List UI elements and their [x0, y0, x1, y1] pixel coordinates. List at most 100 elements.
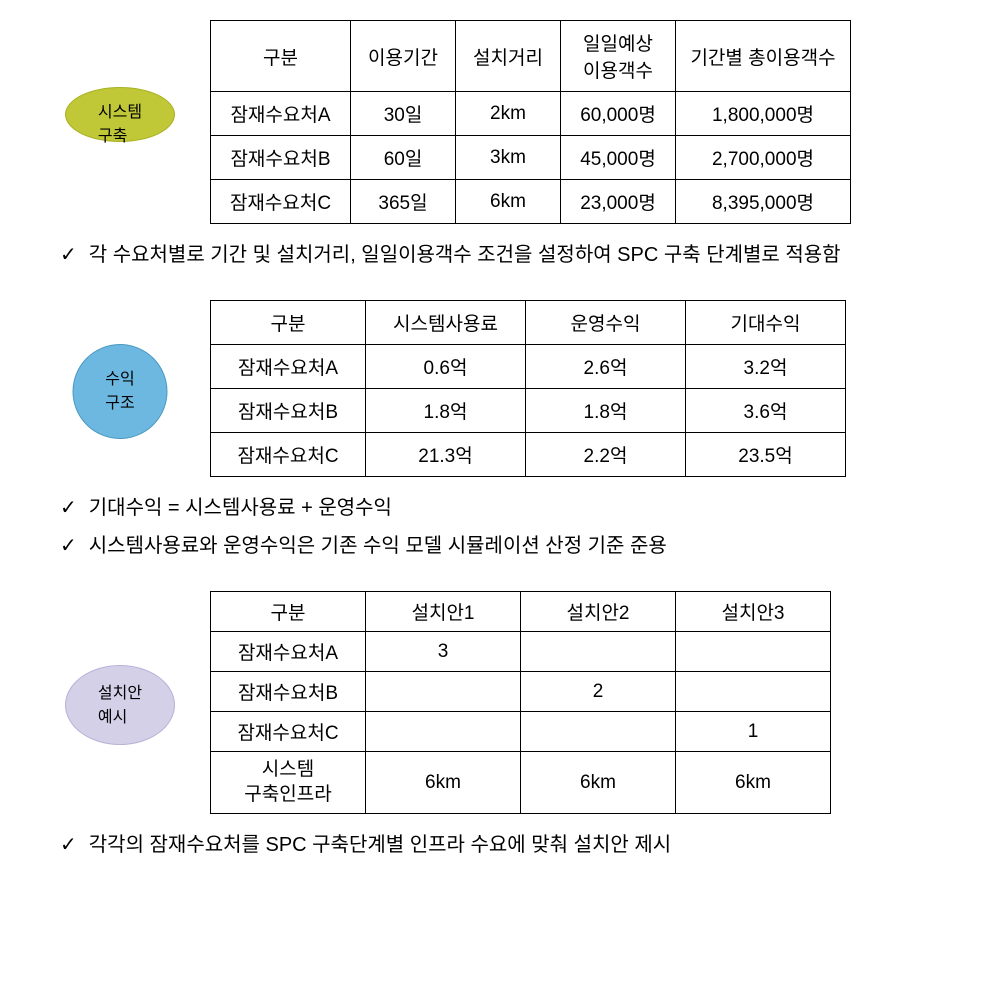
td: 3km — [456, 136, 561, 180]
td: 60일 — [351, 136, 456, 180]
note-line: ✓ 각각의 잠재수요처를 SPC 구축단계별 인프라 수요에 맞춰 설치안 제시 — [60, 828, 963, 862]
td: 잠재수요처B — [211, 672, 366, 712]
td: 2.2억 — [526, 433, 686, 477]
table-header-row: 구분 시스템사용료 운영수익 기대수익 — [211, 301, 846, 345]
note-text: 시스템사용료와 운영수익은 기존 수익 모델 시뮬레이션 산정 기준 준용 — [89, 529, 963, 563]
td: 365일 — [351, 180, 456, 224]
note-text: 각각의 잠재수요처를 SPC 구축단계별 인프라 수요에 맞춰 설치안 제시 — [89, 828, 963, 862]
td: 21.3억 — [366, 433, 526, 477]
table-wrap-3: 구분 설치안1 설치안2 설치안3 잠재수요처A 3 잠재수요처B 2 — [210, 591, 963, 814]
td — [676, 672, 831, 712]
badge-text: 시스템 구축 — [86, 92, 154, 152]
td: 60,000명 — [561, 92, 676, 136]
badge-text: 설치안 예시 — [86, 673, 154, 733]
td: 30일 — [351, 92, 456, 136]
th: 설치안2 — [521, 592, 676, 632]
th: 구분 — [211, 21, 351, 92]
th: 설치거리 — [456, 21, 561, 92]
td: 잠재수요처B — [211, 136, 351, 180]
td — [521, 632, 676, 672]
td: 2km — [456, 92, 561, 136]
badge-line1: 설치안 — [98, 679, 142, 703]
td — [676, 632, 831, 672]
table-install: 구분 설치안1 설치안2 설치안3 잠재수요처A 3 잠재수요처B 2 — [210, 591, 831, 814]
td — [366, 712, 521, 752]
td: 1 — [676, 712, 831, 752]
table-system: 구분 이용기간 설치거리 일일예상이용객수 기간별 총이용객수 잠재수요처A 3… — [210, 20, 851, 224]
td: 23.5억 — [686, 433, 846, 477]
section-install: 설치안 예시 구분 설치안1 설치안2 설치안3 잠재수요처A 3 — [30, 591, 963, 814]
th: 구분 — [211, 301, 366, 345]
td: 시스템구축인프라 — [211, 752, 366, 814]
table-row: 잠재수요처C 365일 6km 23,000명 8,395,000명 — [211, 180, 851, 224]
note-text: 기대수익 = 시스템사용료 + 운영수익 — [89, 491, 963, 525]
table-row: 잠재수요처B 1.8억 1.8억 3.6억 — [211, 389, 846, 433]
table-row: 잠재수요처A 30일 2km 60,000명 1,800,000명 — [211, 92, 851, 136]
badge-line1: 수익 — [105, 365, 134, 389]
th: 이용기간 — [351, 21, 456, 92]
td: 잠재수요처A — [211, 92, 351, 136]
td: 3.6억 — [686, 389, 846, 433]
th: 운영수익 — [526, 301, 686, 345]
notes-3: ✓ 각각의 잠재수요처를 SPC 구축단계별 인프라 수요에 맞춰 설치안 제시 — [60, 828, 963, 862]
td: 잠재수요처C — [211, 433, 366, 477]
td: 6km — [366, 752, 521, 814]
td: 1,800,000명 — [676, 92, 851, 136]
td — [521, 712, 676, 752]
table-row: 잠재수요처A 0.6억 2.6억 3.2억 — [211, 345, 846, 389]
check-icon: ✓ — [60, 491, 77, 525]
check-icon: ✓ — [60, 529, 77, 563]
th-line1: 일일예상 — [583, 34, 653, 55]
td: 8,395,000명 — [676, 180, 851, 224]
td: 잠재수요처C — [211, 712, 366, 752]
note-text: 각 수요처별로 기간 및 설치거리, 일일이용객수 조건을 설정하여 SPC 구… — [89, 238, 963, 272]
notes-2: ✓ 기대수익 = 시스템사용료 + 운영수익 ✓ 시스템사용료와 운영수익은 기… — [60, 491, 963, 563]
badge-system: 시스템 구축 — [86, 92, 154, 152]
notes-1: ✓ 각 수요처별로 기간 및 설치거리, 일일이용객수 조건을 설정하여 SPC… — [60, 238, 963, 272]
infra-line1: 시스템 — [262, 759, 314, 780]
badge-line1: 시스템 — [98, 98, 142, 122]
badge-line2: 예시 — [98, 703, 142, 727]
note-line: ✓ 각 수요처별로 기간 및 설치거리, 일일이용객수 조건을 설정하여 SPC… — [60, 238, 963, 272]
table-wrap-1: 구분 이용기간 설치거리 일일예상이용객수 기간별 총이용객수 잠재수요처A 3… — [210, 20, 963, 224]
td: 2 — [521, 672, 676, 712]
th: 구분 — [211, 592, 366, 632]
section-revenue: 수익 구조 구분 시스템사용료 운영수익 기대수익 잠재수요처A 0.6억 2.… — [30, 300, 963, 477]
note-line: ✓ 기대수익 = 시스템사용료 + 운영수익 — [60, 491, 963, 525]
td: 23,000명 — [561, 180, 676, 224]
td: 2,700,000명 — [676, 136, 851, 180]
badge-wrap-3: 설치안 예시 — [30, 673, 210, 733]
td: 잠재수요처A — [211, 632, 366, 672]
th: 일일예상이용객수 — [561, 21, 676, 92]
td: 3 — [366, 632, 521, 672]
table-header-row: 구분 설치안1 설치안2 설치안3 — [211, 592, 831, 632]
note-line: ✓ 시스템사용료와 운영수익은 기존 수익 모델 시뮬레이션 산정 기준 준용 — [60, 529, 963, 563]
table-row: 잠재수요처C 21.3억 2.2억 23.5억 — [211, 433, 846, 477]
th: 기간별 총이용객수 — [676, 21, 851, 92]
td: 잠재수요처A — [211, 345, 366, 389]
td: 1.8억 — [366, 389, 526, 433]
td: 45,000명 — [561, 136, 676, 180]
table-row: 잠재수요처B 60일 3km 45,000명 2,700,000명 — [211, 136, 851, 180]
table-wrap-2: 구분 시스템사용료 운영수익 기대수익 잠재수요처A 0.6억 2.6억 3.2… — [210, 300, 963, 477]
th-line2: 이용객수 — [583, 61, 653, 82]
td: 1.8억 — [526, 389, 686, 433]
badge-line2: 구조 — [105, 389, 134, 413]
td: 잠재수요처B — [211, 389, 366, 433]
th: 기대수익 — [686, 301, 846, 345]
td: 0.6억 — [366, 345, 526, 389]
badge-revenue: 수익 구조 — [93, 359, 146, 419]
td: 3.2억 — [686, 345, 846, 389]
table-row: 잠재수요처B 2 — [211, 672, 831, 712]
td: 잠재수요처C — [211, 180, 351, 224]
td — [366, 672, 521, 712]
section-system-build: 시스템 구축 구분 이용기간 설치거리 일일예상이용객수 기간별 총이용객수 잠… — [30, 20, 963, 224]
badge-line2: 구축 — [98, 122, 142, 146]
td: 2.6억 — [526, 345, 686, 389]
badge-wrap-2: 수익 구조 — [30, 359, 210, 419]
table-row: 잠재수요처C 1 — [211, 712, 831, 752]
th: 설치안1 — [366, 592, 521, 632]
infra-line2: 구축인프라 — [244, 784, 331, 805]
badge-install: 설치안 예시 — [86, 673, 154, 733]
badge-text: 수익 구조 — [93, 359, 146, 419]
